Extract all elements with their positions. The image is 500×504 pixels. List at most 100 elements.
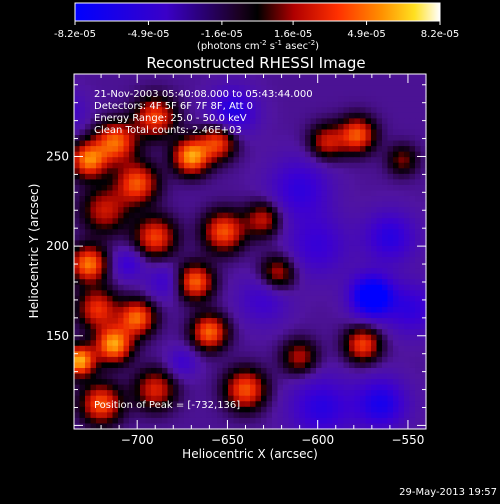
heatmap-cell xyxy=(184,234,191,242)
heatmap-cell xyxy=(85,318,92,325)
heatmap-cell xyxy=(261,373,268,380)
heatmap-cell xyxy=(327,151,334,158)
heatmap-cell xyxy=(294,112,301,119)
heatmap-cell xyxy=(387,379,394,386)
heatmap-cell xyxy=(222,423,229,430)
heatmap-cell xyxy=(195,229,202,236)
heatmap-cell xyxy=(316,240,323,247)
heatmap-cell xyxy=(371,406,378,413)
heatmap-cell xyxy=(178,268,185,275)
heatmap-cell xyxy=(272,301,279,308)
heatmap-cell xyxy=(376,273,383,280)
heatmap-cell xyxy=(261,279,268,286)
heatmap-cell xyxy=(349,268,356,275)
heatmap-cell xyxy=(376,135,383,142)
heatmap-cell xyxy=(129,190,136,197)
heatmap-cell xyxy=(310,423,317,430)
heatmap-cell xyxy=(239,312,246,319)
heatmap-cell xyxy=(233,74,240,81)
heatmap-cell xyxy=(376,295,383,303)
heatmap-cell xyxy=(228,223,235,230)
heatmap-cell xyxy=(321,390,328,397)
heatmap-cell xyxy=(376,157,383,164)
heatmap-cell xyxy=(338,295,345,303)
heatmap-cell xyxy=(327,123,334,131)
heatmap-cell xyxy=(118,151,125,158)
heatmap-cell xyxy=(387,384,394,391)
heatmap-cell xyxy=(129,146,136,153)
heatmap-cell xyxy=(151,234,158,242)
heatmap-cell xyxy=(305,135,312,142)
heatmap-cell xyxy=(145,112,152,119)
heatmap-cell xyxy=(376,223,383,230)
heatmap-cell xyxy=(255,234,262,242)
heatmap-cell xyxy=(332,184,339,192)
heatmap-cell xyxy=(184,168,191,175)
heatmap-cell xyxy=(239,362,246,369)
heatmap-cell xyxy=(156,151,163,158)
heatmap-cell xyxy=(277,96,284,103)
heatmap-cell xyxy=(90,329,97,336)
heatmap-cell xyxy=(206,279,213,286)
heatmap-cell xyxy=(288,190,295,197)
heatmap-cell xyxy=(74,401,81,408)
heatmap-cell xyxy=(167,390,174,397)
heatmap-cell xyxy=(134,151,141,158)
heatmap-cell xyxy=(107,340,114,347)
heatmap-cell xyxy=(277,123,284,131)
heatmap-cell xyxy=(382,184,389,192)
heatmap-cell xyxy=(140,417,147,425)
heatmap-cell xyxy=(332,301,339,308)
heatmap-cell xyxy=(145,90,152,97)
heatmap-cell xyxy=(151,229,158,236)
heatmap-cell xyxy=(233,384,240,391)
heatmap-cell xyxy=(173,273,180,280)
heatmap-cell xyxy=(343,201,350,208)
heatmap-cell xyxy=(96,295,103,303)
heatmap-cell xyxy=(118,90,125,97)
heatmap-cell xyxy=(195,234,202,242)
heatmap-cell xyxy=(255,251,262,258)
heatmap-cell xyxy=(266,406,273,413)
heatmap-cell xyxy=(404,284,411,291)
heatmap-cell xyxy=(233,223,240,230)
heatmap-cell xyxy=(283,157,290,164)
heatmap-cell xyxy=(420,218,427,225)
heatmap-cell xyxy=(112,329,119,336)
heatmap-cell xyxy=(151,356,158,364)
heatmap-cell xyxy=(90,201,97,208)
heatmap-cell xyxy=(189,123,196,131)
heatmap-cell xyxy=(184,290,191,297)
heatmap-cell xyxy=(398,240,405,247)
heatmap-cell xyxy=(239,118,246,125)
heatmap-cell xyxy=(266,118,273,125)
heatmap-cell xyxy=(244,384,251,391)
heatmap-cell xyxy=(162,196,169,203)
heatmap-cell xyxy=(365,190,372,197)
heatmap-cell xyxy=(343,356,350,364)
heatmap-cell xyxy=(118,173,125,180)
heatmap-cell xyxy=(211,312,218,319)
heatmap-cell xyxy=(90,85,97,92)
heatmap-cell xyxy=(79,379,86,386)
heatmap-cell xyxy=(327,401,334,408)
heatmap-cell xyxy=(360,107,367,114)
heatmap-cell xyxy=(360,168,367,175)
heatmap-cell xyxy=(382,406,389,413)
heatmap-cell xyxy=(118,273,125,280)
heatmap-cell xyxy=(134,401,141,408)
heatmap-cell xyxy=(349,184,356,192)
heatmap-cell xyxy=(404,146,411,153)
heatmap-cell xyxy=(112,223,119,230)
heatmap-cell xyxy=(96,251,103,258)
heatmap-cell xyxy=(305,129,312,136)
heatmap-cell xyxy=(200,162,207,169)
heatmap-cell xyxy=(145,157,152,164)
heatmap-cell xyxy=(277,74,284,81)
heatmap-cell xyxy=(283,318,290,325)
heatmap-cell xyxy=(398,223,405,230)
heatmap-cell xyxy=(316,151,323,158)
heatmap-cell xyxy=(387,329,394,336)
heatmap-cell xyxy=(360,334,367,341)
heatmap-cell xyxy=(382,362,389,369)
